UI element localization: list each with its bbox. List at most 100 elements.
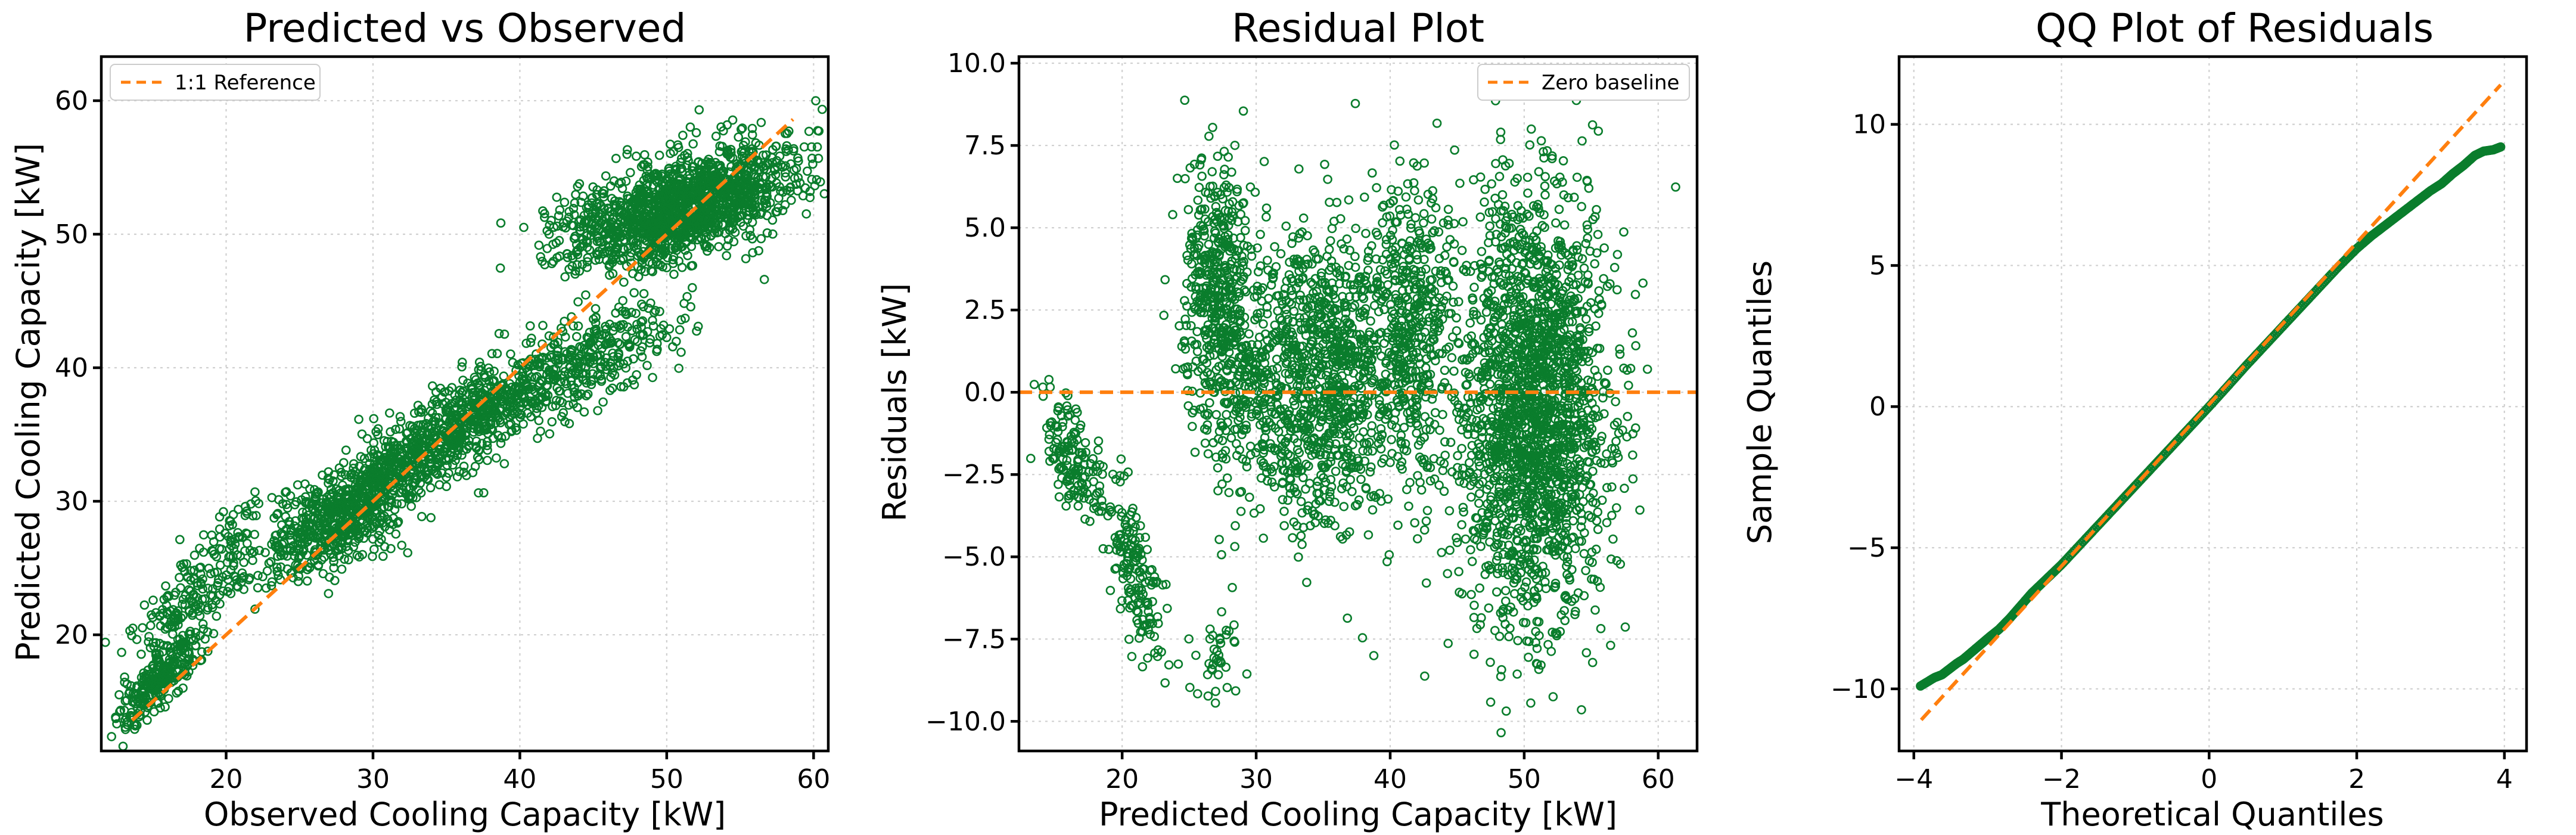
data-point	[198, 574, 207, 584]
data-point	[391, 529, 401, 539]
data-point	[680, 313, 690, 323]
data-point	[250, 604, 260, 614]
data-point	[302, 576, 312, 586]
data-point	[164, 694, 173, 703]
data-point	[163, 642, 173, 651]
data-point	[1029, 380, 1039, 389]
data-point	[648, 321, 658, 331]
data-point	[642, 361, 652, 371]
data-point	[156, 703, 165, 713]
y-tick-label: 60	[55, 86, 88, 116]
data-point	[1204, 131, 1214, 141]
data-point	[139, 600, 150, 610]
data-point	[356, 452, 366, 462]
data-point	[337, 538, 347, 547]
data-point	[621, 176, 631, 186]
data-point	[621, 309, 630, 319]
data-point	[173, 667, 183, 677]
data-point	[172, 649, 182, 659]
data-point	[391, 424, 400, 434]
data-point	[315, 525, 325, 535]
data-point	[637, 352, 647, 362]
data-point	[169, 590, 179, 600]
x-tick-label: 20	[209, 764, 243, 794]
data-point	[316, 498, 327, 508]
data-point	[253, 570, 263, 581]
data-point	[198, 547, 209, 557]
data-point	[250, 487, 260, 497]
data-point	[349, 470, 359, 480]
data-point	[1344, 195, 1354, 205]
data-point	[266, 557, 276, 567]
data-point	[366, 523, 377, 533]
data-point	[458, 386, 468, 396]
data-point	[774, 193, 784, 203]
data-point	[196, 569, 206, 579]
data-point	[756, 117, 766, 128]
data-point	[175, 573, 184, 582]
data-point	[378, 482, 387, 492]
data-point	[578, 375, 588, 384]
data-point	[114, 690, 124, 700]
data-point	[581, 362, 591, 373]
data-point	[219, 507, 228, 517]
data-point	[142, 703, 153, 712]
data-point	[1105, 585, 1115, 595]
data-point	[316, 544, 326, 554]
data-point	[540, 362, 550, 372]
data-point	[499, 329, 509, 339]
data-point	[403, 476, 414, 486]
data-point	[518, 376, 528, 386]
data-point	[203, 646, 213, 656]
data-point	[655, 306, 664, 316]
data-point	[198, 619, 208, 629]
data-point	[582, 391, 591, 401]
data-point	[281, 487, 291, 496]
data-point	[1257, 296, 1267, 306]
data-point	[552, 193, 562, 202]
data-point	[358, 470, 368, 480]
chart-1-title: Predicted vs Observed	[244, 5, 686, 51]
data-point	[408, 422, 417, 432]
data-point	[645, 334, 655, 344]
data-point	[573, 321, 583, 331]
data-point	[215, 560, 225, 570]
data-point	[344, 555, 353, 565]
data-point	[369, 414, 379, 424]
data-point	[588, 375, 598, 384]
data-point	[241, 528, 251, 538]
data-point	[369, 522, 379, 532]
data-point	[321, 529, 331, 539]
data-point	[269, 536, 279, 546]
data-point	[762, 228, 772, 238]
data-point	[386, 427, 395, 437]
data-point	[254, 499, 264, 508]
data-point	[483, 429, 493, 439]
data-point	[499, 371, 509, 381]
data-point	[189, 574, 199, 584]
data-point	[249, 547, 259, 557]
data-point	[413, 445, 422, 455]
data-point	[486, 416, 496, 426]
data-point	[167, 663, 176, 673]
data-point	[630, 335, 640, 344]
data-point	[301, 496, 311, 507]
data-point	[184, 649, 194, 659]
data-point	[477, 387, 487, 398]
data-point	[417, 511, 427, 522]
data-point	[610, 322, 619, 332]
data-point	[209, 550, 219, 560]
data-point	[505, 412, 515, 423]
data-point	[424, 413, 433, 423]
data-point	[138, 623, 147, 633]
data-point	[352, 550, 362, 560]
data-point	[468, 387, 477, 398]
data-point	[1230, 686, 1241, 696]
data-point	[378, 473, 388, 482]
data-point	[161, 581, 170, 591]
data-point	[629, 288, 639, 298]
data-point	[378, 467, 389, 477]
data-point	[129, 696, 139, 706]
data-point	[449, 443, 459, 454]
data-point	[267, 577, 277, 587]
